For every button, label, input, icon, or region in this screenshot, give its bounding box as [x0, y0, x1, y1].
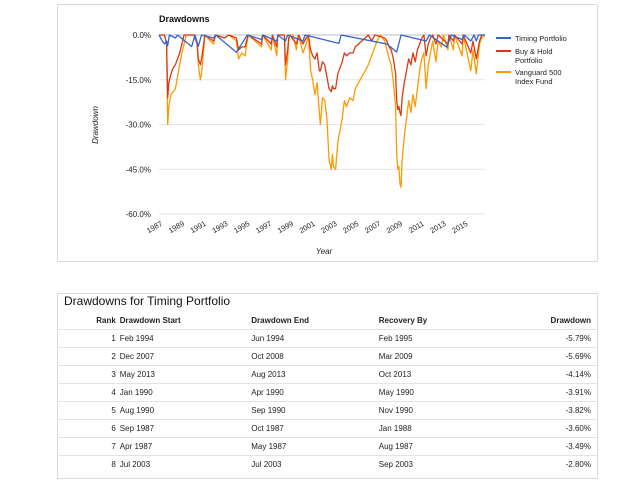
- x-tick-label: 2005: [341, 219, 360, 235]
- table-row: 1 Feb 1994 Jun 1994 Feb 1995 -5.79%: [58, 329, 597, 348]
- table-title: Drawdowns for Timing Portfolio: [64, 294, 231, 308]
- recovery-by-cell: Mar 2009: [378, 347, 507, 366]
- drawdown-start-cell: Dec 2007: [119, 347, 252, 366]
- legend-label-buy-hold-2: Portfolio: [515, 56, 543, 65]
- y-tick-label: 0.0%: [133, 31, 151, 40]
- recovery-by-cell: Feb 1995: [378, 329, 507, 348]
- column-header-drawdown[interactable]: Drawdown: [506, 312, 597, 330]
- x-tick-label: 2013: [429, 219, 448, 235]
- x-tick-label: 2015: [450, 219, 469, 235]
- table-row: 6 Sep 1987 Oct 1987 Jan 1988 -3.60%: [58, 419, 597, 438]
- x-tick-label: 2003: [319, 219, 338, 235]
- y-axis-ticks: 0.0% -15.0% -30.0% -45.0% -60.0%: [126, 31, 151, 219]
- series-lines: [158, 34, 486, 188]
- rank-cell: 2: [58, 347, 120, 366]
- y-tick-label: -60.0%: [126, 210, 151, 219]
- recovery-by-cell: Oct 2013: [378, 365, 507, 384]
- x-tick-label: 2011: [407, 219, 425, 235]
- drawdown-cell: -4.14%: [506, 365, 597, 384]
- drawdown-cell: -3.60%: [506, 419, 597, 438]
- drawdown-end-cell: May 1987: [251, 437, 379, 456]
- drawdown-start-cell: Sep 1987: [119, 419, 252, 438]
- drawdown-cell: -5.79%: [506, 329, 597, 348]
- x-tick-label: 2001: [298, 219, 317, 235]
- y-tick-label: -30.0%: [126, 121, 151, 130]
- rank-cell: 5: [58, 401, 120, 420]
- recovery-by-cell: Aug 1987: [378, 437, 507, 456]
- chart-title: Drawdowns: [159, 14, 210, 24]
- drawdowns-chart-card: Drawdowns 0.0% -15.0% -30.0% -45.0% -60.0% 1…: [57, 4, 598, 262]
- rank-cell: 1: [58, 329, 120, 348]
- table-row: 7 Apr 1987 May 1987 Aug 1987 -3.49%: [58, 437, 597, 456]
- table-row: 4 Jan 1990 Apr 1990 May 1990 -3.91%: [58, 383, 597, 402]
- drawdown-end-cell: Sep 1990: [251, 401, 379, 420]
- drawdown-end-cell: Jul 2003: [251, 460, 282, 469]
- x-axis-label: Year: [316, 247, 333, 256]
- column-header-drawdown-end[interactable]: Drawdown End: [251, 312, 379, 330]
- drawdown-cell: -3.91%: [506, 383, 597, 402]
- drawdown-cell: -3.82%: [506, 401, 597, 420]
- drawdown-start-cell: Jul 2003: [119, 460, 151, 469]
- x-tick-label: 1997: [254, 219, 273, 235]
- drawdowns-chart: Drawdowns 0.0% -15.0% -30.0% -45.0% -60.0% 1…: [91, 14, 567, 256]
- table-row: 5 Aug 1990 Sep 1990 Nov 1990 -3.82%: [58, 401, 597, 420]
- drawdown-end-cell: Aug 2013: [251, 365, 379, 384]
- legend-label-vanguard-2: Index Fund: [515, 77, 553, 86]
- table-row: 2 Dec 2007 Oct 2008 Mar 2009 -5.69%: [58, 347, 597, 366]
- y-tick-label: -45.0%: [126, 165, 151, 174]
- drawdown-start-cell: Feb 1994: [119, 329, 252, 348]
- drawdown-start-cell: May 2013: [119, 365, 252, 384]
- table-row: 3 May 2013 Aug 2013 Oct 2013 -4.14%: [58, 365, 597, 384]
- y-axis-label: Drawdown: [91, 106, 100, 144]
- x-tick-label: 2007: [363, 219, 382, 235]
- y-tick-label: -15.0%: [126, 76, 151, 85]
- x-tick-label: 1987: [145, 219, 164, 235]
- x-tick-label: 1995: [232, 219, 251, 235]
- recovery-by-cell: Nov 1990: [378, 401, 507, 420]
- drawdown-end-cell: Jun 1994: [251, 329, 379, 348]
- series-line-buy-hold-portfolio: [159, 34, 485, 117]
- legend-label-timing: Timing Portfolio: [515, 34, 567, 43]
- x-tick-label: 1993: [210, 219, 229, 235]
- drawdown-start-cell: Jan 1990: [119, 383, 252, 402]
- x-tick-label: 1989: [167, 219, 186, 235]
- legend: Timing Portfolio Buy & Hold Portfolio Va…: [496, 34, 567, 86]
- drawdown-cell: -3.49%: [506, 437, 597, 456]
- table-body: 1 Feb 1994 Jun 1994 Feb 1995 -5.79% 2 Dec 2007…: [58, 329, 597, 474]
- x-axis-ticks: 1987 1989 1991 1993 1995 1997 1999 2001 2003 2005…: [145, 219, 469, 235]
- rank-cell: 4: [58, 383, 120, 402]
- column-header-drawdown-start[interactable]: Drawdown Start: [119, 312, 252, 330]
- series-line-vanguard-500-index-fund: [159, 34, 486, 188]
- rank-cell: 6: [58, 419, 120, 438]
- recovery-by-cell: Sep 2003: [378, 460, 414, 469]
- drawdown-cell: -5.69%: [506, 347, 597, 366]
- x-tick-label: 1999: [276, 219, 295, 235]
- drawdown-end-cell: Oct 1987: [251, 419, 379, 438]
- drawdowns-table-card: Drawdowns for Timing Portfolio Rank Draw…: [57, 293, 598, 479]
- rank-cell: 3: [58, 365, 120, 384]
- drawdown-start-cell: Apr 1987: [119, 437, 252, 456]
- drawdown-end-cell: Apr 1990: [251, 383, 379, 402]
- rank-cell: 8: [111, 460, 116, 469]
- drawdown-end-cell: Oct 2008: [251, 347, 379, 366]
- legend-label-buy-hold-1: Buy & Hold: [515, 47, 553, 56]
- recovery-by-cell: May 1990: [378, 383, 507, 402]
- drawdowns-table: Rank Drawdown Start Drawdown End Recover…: [58, 312, 597, 473]
- x-tick-label: 1991: [189, 219, 208, 235]
- recovery-by-cell: Jan 1988: [378, 419, 507, 438]
- column-header-recovery-by[interactable]: Recovery By: [378, 312, 507, 330]
- grid-lines: [159, 34, 485, 215]
- series-line-timing-portfolio: [158, 34, 485, 53]
- drawdown-cell: -2.80%: [565, 460, 591, 469]
- legend-label-vanguard-1: Vanguard 500: [515, 68, 562, 77]
- table-row: 8 Jul 2003 Jul 2003 Sep 2003 -2.80%: [58, 456, 597, 474]
- column-header-rank[interactable]: Rank: [58, 312, 120, 330]
- x-tick-label: 2009: [385, 219, 404, 235]
- drawdown-start-cell: Aug 1990: [119, 401, 252, 420]
- table-header-row: Rank Drawdown Start Drawdown End Recover…: [58, 312, 597, 330]
- rank-cell: 7: [58, 437, 120, 456]
